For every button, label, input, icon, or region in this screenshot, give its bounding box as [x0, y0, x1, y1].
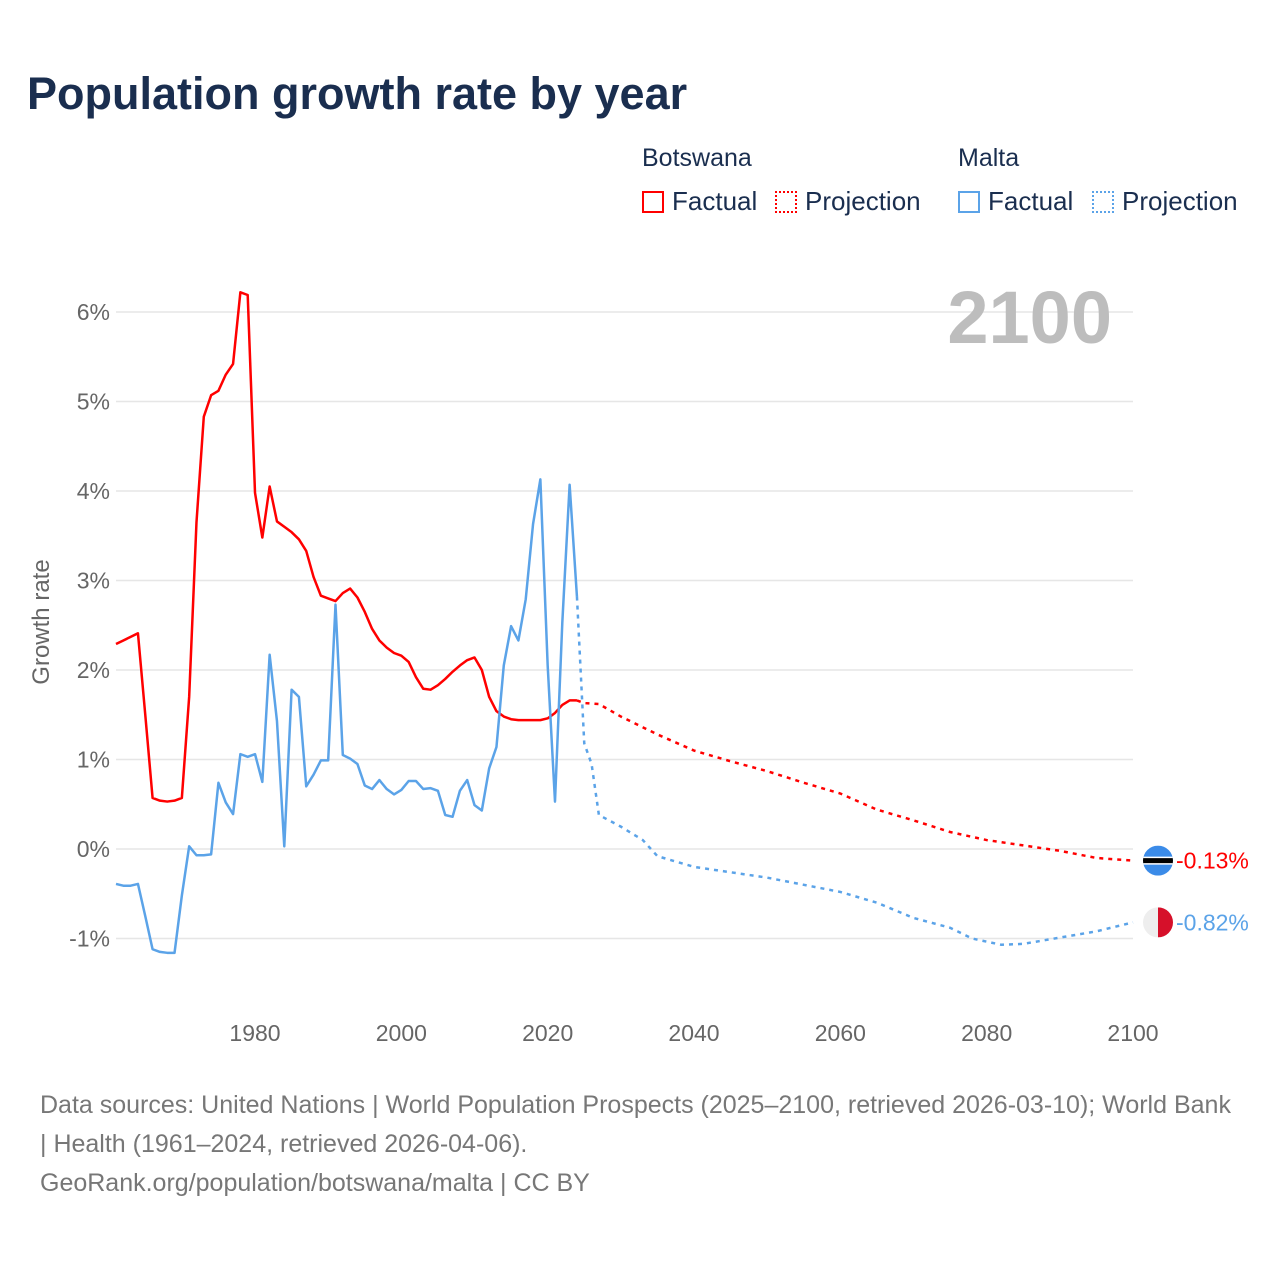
x-tick-label: 2100 [1107, 1020, 1158, 1046]
legend-malta-projection[interactable]: Projection [1092, 186, 1238, 217]
malta-flag-icon [1143, 907, 1173, 938]
malta-projection-line [575, 596, 1134, 947]
x-tick-label: 2040 [668, 1020, 719, 1046]
y-tick-label: 4% [77, 478, 110, 504]
malta-end-label: -0.82% [1176, 909, 1249, 935]
x-tick-label: 2060 [815, 1020, 866, 1046]
flag-body [1143, 845, 1173, 876]
source-note: Data sources: United Nations | World Pop… [40, 1086, 1240, 1203]
y-tick-label: -1% [69, 926, 110, 952]
x-tick-label: 2080 [961, 1020, 1012, 1046]
x-tick-label: 2020 [522, 1020, 573, 1046]
solid-swatch-icon [642, 190, 664, 213]
current-year-label: 2100 [947, 276, 1112, 359]
y-tick-label: 0% [77, 836, 110, 862]
malta-factual-line [115, 478, 579, 955]
y-tick-label: 2% [77, 657, 110, 683]
legend-label: Projection [805, 186, 921, 216]
source-link[interactable]: GeoRank.org/population/botswana/malta | … [40, 1169, 590, 1197]
legend-botswana-title: Botswana [642, 144, 752, 172]
legend-botswana-factual[interactable]: Factual [642, 186, 757, 217]
y-tick-label: 1% [77, 747, 110, 773]
botswana-factual-line [115, 291, 577, 803]
legend-label: Factual [672, 186, 758, 216]
botswana-flag-icon [1143, 845, 1173, 876]
x-tick-label: 1980 [229, 1020, 280, 1046]
legend-malta-factual[interactable]: Factual [958, 186, 1073, 217]
botswana-end-label: -0.13% [1176, 848, 1249, 874]
y-axis-label: Growth rate [28, 559, 55, 685]
chart-title: Population growth rate by year [27, 68, 688, 119]
y-tick-label: 5% [77, 389, 110, 415]
dotted-swatch-icon [775, 190, 797, 213]
flag-body [1143, 907, 1173, 938]
legend-label: Projection [1122, 186, 1238, 216]
legend-label: Factual [988, 186, 1074, 216]
flag-red [1158, 907, 1173, 938]
legend-botswana-projection[interactable]: Projection [775, 186, 921, 217]
legend-malta-title: Malta [958, 144, 1020, 172]
solid-swatch-icon [958, 190, 980, 213]
x-tick-label: 2000 [376, 1020, 427, 1046]
flag-black-band [1143, 858, 1173, 864]
dotted-swatch-icon [1092, 190, 1114, 213]
y-tick-label: 3% [77, 568, 110, 594]
data-sources: Data sources: United Nations | World Pop… [40, 1091, 1231, 1158]
botswana-projection-line [576, 699, 1134, 862]
flag-white [1143, 907, 1158, 938]
y-tick-label: 6% [77, 299, 110, 325]
